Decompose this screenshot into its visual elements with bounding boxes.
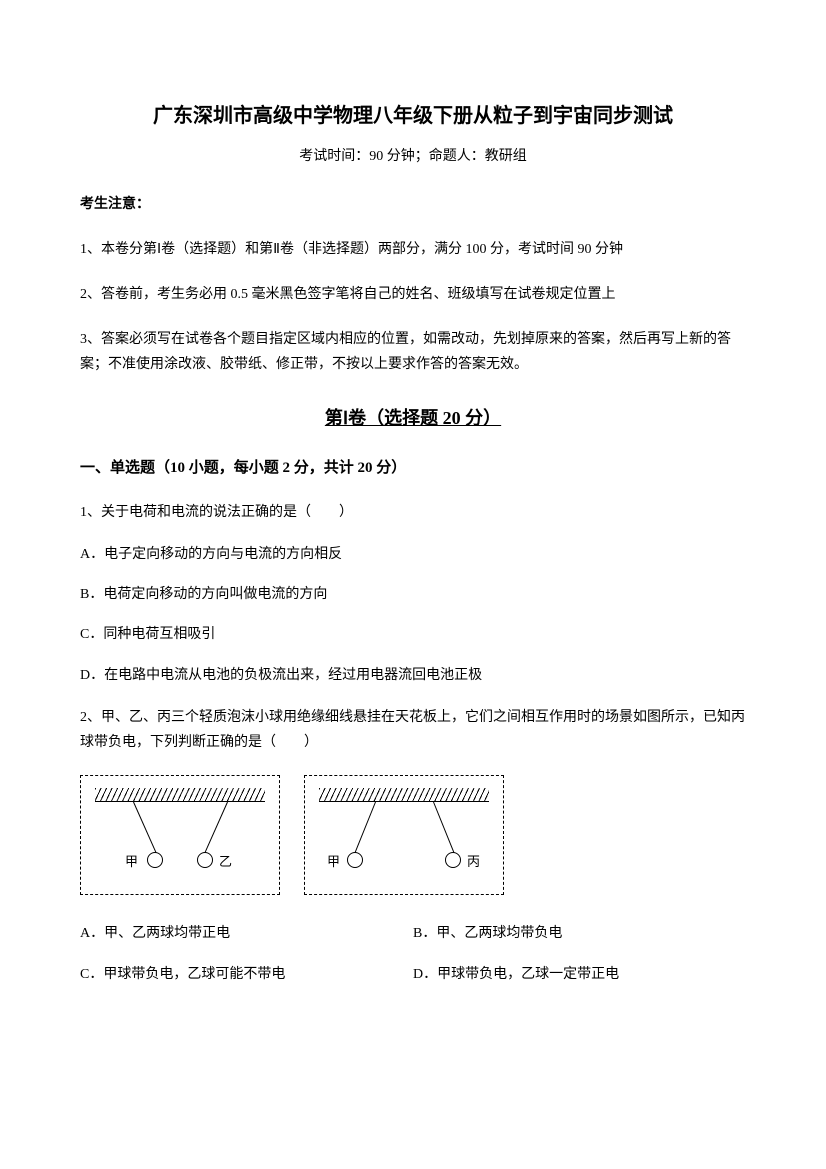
label-yi: 乙 <box>219 852 232 873</box>
exam-title: 广东深圳市高级中学物理八年级下册从粒子到宇宙同步测试 <box>80 100 746 132</box>
string-jia <box>133 802 157 854</box>
notice-header: 考生注意： <box>80 194 746 216</box>
instruction-2: 2、答卷前，考生务必用 0.5 毫米黑色签字笔将自己的姓名、班级填写在试卷规定位… <box>80 282 746 307</box>
ball-bing <box>445 852 461 868</box>
ceiling-hatch <box>95 788 265 802</box>
q1-option-a: A．电子定向移动的方向与电流的方向相反 <box>80 544 746 566</box>
label-bing: 丙 <box>467 852 480 873</box>
group-heading: 一、单选题（10 小题，每小题 2 分，共计 20 分） <box>80 456 746 480</box>
q2-diagram-left: 甲 乙 <box>80 775 280 895</box>
q2-option-a: A．甲、乙两球均带正电 <box>80 923 413 945</box>
section-heading: 第Ⅰ卷（选择题 20 分） <box>80 404 746 433</box>
q2-diagram-right: 甲 丙 <box>304 775 504 895</box>
ball-yi <box>197 852 213 868</box>
q2-option-b: B．甲、乙两球均带负电 <box>413 923 746 945</box>
q1-option-d: D．在电路中电流从电池的负极流出来，经过用电器流回电池正极 <box>80 665 746 687</box>
string-bing <box>433 802 455 854</box>
q2-stem: 2、甲、乙、丙三个轻质泡沫小球用绝缘细线悬挂在天花板上，它们之间相互作用时的场景… <box>80 705 746 755</box>
q2-option-c: C．甲球带负电，乙球可能不带电 <box>80 964 413 986</box>
q1-option-b: B．电荷定向移动的方向叫做电流的方向 <box>80 584 746 606</box>
ball-jia-2 <box>347 852 363 868</box>
string-yi <box>204 802 228 854</box>
q2-options-row-1: A．甲、乙两球均带正电 B．甲、乙两球均带负电 <box>80 923 746 945</box>
string-jia-2 <box>354 802 376 854</box>
q2-options-row-2: C．甲球带负电，乙球可能不带电 D．甲球带负电，乙球一定带正电 <box>80 964 746 986</box>
q1-option-c: C．同种电荷互相吸引 <box>80 624 746 646</box>
exam-subtitle: 考试时间：90 分钟；命题人：教研组 <box>80 146 746 168</box>
q2-diagram-row: 甲 乙 甲 丙 <box>80 775 746 895</box>
q1-stem: 1、关于电荷和电流的说法正确的是（ ） <box>80 500 746 525</box>
instruction-3: 3、答案必须写在试卷各个题目指定区域内相应的位置，如需改动，先划掉原来的答案，然… <box>80 327 746 377</box>
ceiling-hatch-2 <box>319 788 489 802</box>
label-jia-2: 甲 <box>327 852 340 873</box>
q2-option-d: D．甲球带负电，乙球一定带正电 <box>413 964 746 986</box>
ball-jia <box>147 852 163 868</box>
instruction-1: 1、本卷分第Ⅰ卷（选择题）和第Ⅱ卷（非选择题）两部分，满分 100 分，考试时间… <box>80 237 746 262</box>
label-jia: 甲 <box>125 852 138 873</box>
